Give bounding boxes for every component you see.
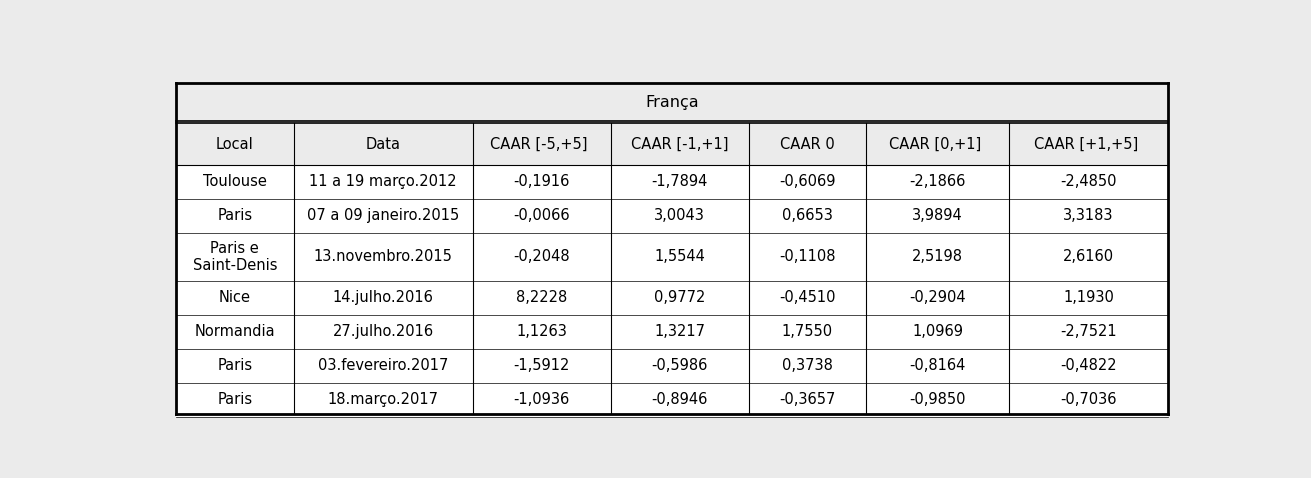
Text: 1,3217: 1,3217: [654, 324, 705, 339]
Text: 11 a 19 março.2012: 11 a 19 março.2012: [309, 174, 458, 189]
Text: -0,4822: -0,4822: [1061, 358, 1117, 373]
Text: França: França: [645, 95, 699, 109]
Text: 0,3738: 0,3738: [781, 358, 832, 373]
Text: Nice: Nice: [219, 290, 250, 305]
Bar: [176, 348, 1168, 382]
Text: 1,0969: 1,0969: [912, 324, 964, 339]
Text: 07 a 09 janeiro.2015: 07 a 09 janeiro.2015: [307, 208, 459, 223]
Text: CAAR [-1,+1]: CAAR [-1,+1]: [631, 137, 729, 152]
Text: -0,2904: -0,2904: [910, 290, 966, 305]
Text: CAAR [+1,+5]: CAAR [+1,+5]: [1034, 137, 1143, 152]
Text: 2,5198: 2,5198: [912, 249, 964, 264]
Text: -0,2048: -0,2048: [513, 249, 570, 264]
Text: Data: Data: [366, 137, 401, 152]
Bar: [176, 382, 1168, 417]
Text: 0,6653: 0,6653: [781, 208, 832, 223]
Bar: [176, 315, 1168, 348]
Text: -0,3657: -0,3657: [779, 392, 835, 407]
Text: -0,7036: -0,7036: [1061, 392, 1117, 407]
Text: -2,4850: -2,4850: [1061, 174, 1117, 189]
Text: Local: Local: [216, 137, 254, 152]
Text: CAAR 0: CAAR 0: [780, 137, 835, 152]
Text: -1,5912: -1,5912: [514, 358, 570, 373]
Text: -0,9850: -0,9850: [910, 392, 966, 407]
Text: -0,8946: -0,8946: [652, 392, 708, 407]
Text: 18.março.2017: 18.março.2017: [328, 392, 439, 407]
Text: 13.novembro.2015: 13.novembro.2015: [313, 249, 452, 264]
Text: Normandia: Normandia: [194, 324, 275, 339]
Text: 1,5544: 1,5544: [654, 249, 705, 264]
Text: 1,7550: 1,7550: [781, 324, 832, 339]
Text: 03.fevereiro.2017: 03.fevereiro.2017: [317, 358, 448, 373]
Text: -0,1916: -0,1916: [514, 174, 570, 189]
Bar: [176, 199, 1168, 233]
Text: CAAR [-5,+5]: CAAR [-5,+5]: [490, 137, 593, 152]
Text: 0,9772: 0,9772: [654, 290, 705, 305]
Text: -0,4510: -0,4510: [779, 290, 835, 305]
Text: -0,0066: -0,0066: [513, 208, 570, 223]
Text: Paris e
Saint-Denis: Paris e Saint-Denis: [193, 240, 277, 273]
Text: -1,0936: -1,0936: [514, 392, 570, 407]
Text: -2,7521: -2,7521: [1061, 324, 1117, 339]
Text: -0,5986: -0,5986: [652, 358, 708, 373]
Text: 3,0043: 3,0043: [654, 208, 705, 223]
Text: 14.julho.2016: 14.julho.2016: [333, 290, 434, 305]
Text: -2,1866: -2,1866: [910, 174, 966, 189]
Text: -0,8164: -0,8164: [910, 358, 966, 373]
Text: -0,1108: -0,1108: [779, 249, 835, 264]
Text: 2,6160: 2,6160: [1063, 249, 1114, 264]
Text: 3,9894: 3,9894: [912, 208, 964, 223]
Text: CAAR [0,+1]: CAAR [0,+1]: [889, 137, 986, 152]
Text: Toulouse: Toulouse: [203, 174, 266, 189]
Text: 27.julho.2016: 27.julho.2016: [333, 324, 434, 339]
Text: -0,6069: -0,6069: [779, 174, 835, 189]
Text: Paris: Paris: [218, 392, 253, 407]
Text: 3,3183: 3,3183: [1063, 208, 1114, 223]
Text: -1,7894: -1,7894: [652, 174, 708, 189]
Text: 1,1263: 1,1263: [517, 324, 566, 339]
Bar: [176, 281, 1168, 315]
Bar: [176, 165, 1168, 199]
Text: 8,2228: 8,2228: [517, 290, 568, 305]
Text: Paris: Paris: [218, 208, 253, 223]
Text: Paris: Paris: [218, 358, 253, 373]
Text: 1,1930: 1,1930: [1063, 290, 1114, 305]
